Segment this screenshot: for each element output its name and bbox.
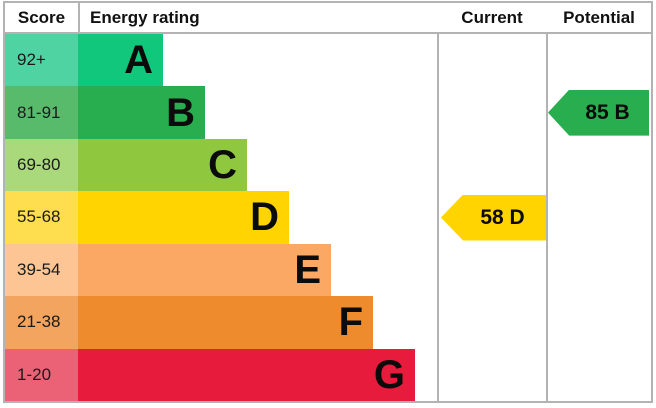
potential-column-divider [546,34,548,401]
rating-bar-C: C [78,138,247,192]
rating-bar-G: G [78,348,415,401]
rating-bar-D: D [78,191,289,244]
band-row-B: 81-91 B [5,86,651,139]
band-letter-C: C [208,143,237,188]
band-letter-A: A [124,38,153,83]
band-row-D: 55-68 D [5,191,651,244]
current-column-divider [437,34,439,401]
band-letter-E: E [294,247,321,292]
current-rating-label: 58 D [480,205,525,229]
score-range-B: 81-91 [5,86,78,139]
table-header: Score Energy rating Current Potential [5,3,651,34]
header-current: Current [461,7,523,27]
current-rating-arrow: 58 D [441,194,546,241]
score-range-D: 55-68 [5,191,78,244]
score-range-G: 1-20 [5,348,78,401]
epc-table: Score Energy rating Current Potential 92… [3,1,653,403]
rating-bar-B: B [78,86,205,139]
score-range-F: 21-38 [5,296,78,349]
rating-bar-F: F [78,296,373,349]
rating-bar-A: A [78,34,163,87]
band-letter-B: B [166,90,195,135]
rating-bar-E: E [78,243,331,297]
band-row-A: 92+ A [5,34,651,87]
header-energy-rating: Energy rating [90,7,200,27]
band-letter-F: F [338,300,363,345]
potential-rating-arrow: 85 B [548,89,649,136]
band-row-G: 1-20 G [5,348,651,401]
band-rows: 92+ A 81-91 B 69-80 C 55-68 D 39-54 E 21-38 F 1-20 G … [5,34,651,401]
header-score: Score [5,3,80,32]
score-range-A: 92+ [5,34,78,87]
score-range-E: 39-54 [5,243,78,297]
band-letter-D: D [250,195,279,240]
potential-rating-label: 85 B [585,100,630,124]
header-potential: Potential [563,7,635,27]
score-range-C: 69-80 [5,138,78,192]
band-row-E: 39-54 E [5,243,651,297]
band-letter-G: G [373,352,405,397]
band-row-C: 69-80 C [5,138,651,192]
band-row-F: 21-38 F [5,296,651,349]
